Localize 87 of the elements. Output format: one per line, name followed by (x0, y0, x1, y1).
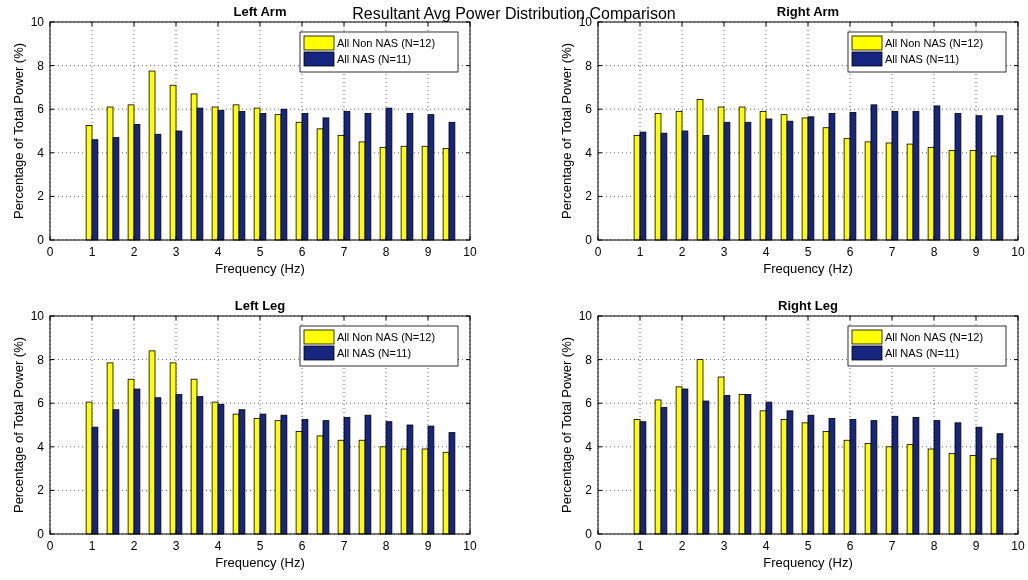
y-tick-label: 0 (37, 527, 45, 541)
x-tick-label: 6 (298, 539, 306, 553)
x-tick-label: 3 (172, 245, 180, 259)
x-tick-label: 0 (46, 245, 54, 259)
x-tick-label: 4 (214, 245, 222, 259)
y-tick-label: 8 (585, 352, 593, 367)
x-tick-label: 5 (256, 539, 264, 553)
legend-label: All NAS (N=11) (337, 347, 412, 359)
x-tick-label: 4 (214, 539, 222, 553)
chart-title: Right Leg (778, 298, 839, 313)
x-tick-label: 10 (463, 245, 477, 259)
x-axis-title: Frequency (Hz) (215, 261, 305, 276)
y-tick-label: 4 (37, 145, 45, 160)
y-axis-title: Percentage of Total Power (%) (559, 42, 574, 220)
x-tick-label: 0 (46, 539, 54, 553)
x-tick-label: 1 (88, 539, 96, 553)
x-tick-label: 7 (340, 245, 348, 259)
x-tick-label: 0 (594, 539, 602, 553)
y-tick-label: 6 (585, 102, 593, 117)
x-tick-label: 1 (88, 245, 96, 259)
legend-label: All NAS (N=11) (337, 53, 412, 65)
x-tick-label: 2 (678, 539, 686, 553)
x-tick-label: 10 (1011, 245, 1025, 259)
y-tick-label: 8 (585, 58, 593, 73)
y-tick-label: 2 (585, 189, 593, 204)
x-tick-label: 5 (256, 245, 264, 259)
y-tick-label: 10 (30, 309, 45, 323)
y-axis-title: Percentage of Total Power (%) (11, 42, 26, 220)
x-tick-label: 3 (172, 539, 180, 553)
y-tick-label: 0 (37, 233, 45, 247)
y-tick-label: 4 (585, 145, 593, 160)
x-tick-label: 9 (972, 245, 980, 259)
x-tick-label: 9 (424, 539, 432, 553)
y-tick-label: 2 (37, 483, 45, 498)
x-tick-label: 6 (298, 245, 306, 259)
x-tick-label: 8 (382, 245, 390, 259)
x-tick-label: 7 (888, 539, 896, 553)
x-tick-label: 1 (636, 539, 644, 553)
x-tick-label: 2 (130, 245, 138, 259)
x-tick-label: 8 (930, 539, 938, 553)
x-tick-label: 10 (463, 539, 477, 553)
x-tick-label: 6 (846, 245, 854, 259)
x-tick-label: 9 (424, 245, 432, 259)
legend-label: All NAS (N=11) (885, 53, 960, 65)
y-tick-label: 6 (37, 396, 45, 411)
y-tick-label: 0 (585, 527, 593, 541)
y-tick-label: 4 (585, 439, 593, 454)
x-tick-label: 7 (340, 539, 348, 553)
x-tick-label: 4 (762, 245, 770, 259)
y-tick-label: 2 (585, 483, 593, 498)
y-tick-label: 10 (30, 15, 45, 29)
x-axis-title: Frequency (Hz) (763, 555, 853, 570)
y-tick-label: 2 (37, 189, 45, 204)
legend-label: All NAS (N=11) (885, 347, 960, 359)
x-tick-label: 0 (594, 245, 602, 259)
y-tick-label: 8 (37, 352, 45, 367)
y-tick-label: 4 (37, 439, 45, 454)
y-tick-label: 10 (578, 309, 593, 323)
x-tick-label: 3 (720, 539, 728, 553)
x-tick-label: 9 (972, 539, 980, 553)
x-axis-title: Frequency (Hz) (763, 261, 853, 276)
y-tick-label: 8 (37, 58, 45, 73)
x-tick-label: 3 (720, 245, 728, 259)
x-tick-label: 2 (678, 245, 686, 259)
x-tick-label: 6 (846, 539, 854, 553)
y-tick-label: 0 (585, 233, 593, 247)
x-tick-label: 8 (930, 245, 938, 259)
legend-label: All Non NAS (N=12) (885, 37, 984, 49)
x-axis-title: Frequency (Hz) (215, 555, 305, 570)
x-tick-label: 7 (888, 245, 896, 259)
x-tick-label: 5 (804, 245, 812, 259)
y-axis-title: Percentage of Total Power (%) (11, 336, 26, 514)
x-tick-label: 8 (382, 539, 390, 553)
legend-label: All Non NAS (N=12) (337, 331, 436, 343)
x-tick-label: 2 (130, 539, 138, 553)
legend-label: All Non NAS (N=12) (885, 331, 984, 343)
chart-title: Left Leg (234, 298, 286, 313)
x-tick-label: 5 (804, 539, 812, 553)
y-tick-label: 6 (585, 396, 593, 411)
x-tick-label: 4 (762, 539, 770, 553)
legend-label: All Non NAS (N=12) (337, 37, 436, 49)
chart-title: Left Arm (233, 4, 287, 19)
x-tick-label: 10 (1011, 539, 1025, 553)
y-tick-label: 6 (37, 102, 45, 117)
x-tick-label: 1 (636, 245, 644, 259)
chart-title: Right Arm (776, 4, 840, 19)
y-axis-title: Percentage of Total Power (%) (559, 336, 574, 514)
